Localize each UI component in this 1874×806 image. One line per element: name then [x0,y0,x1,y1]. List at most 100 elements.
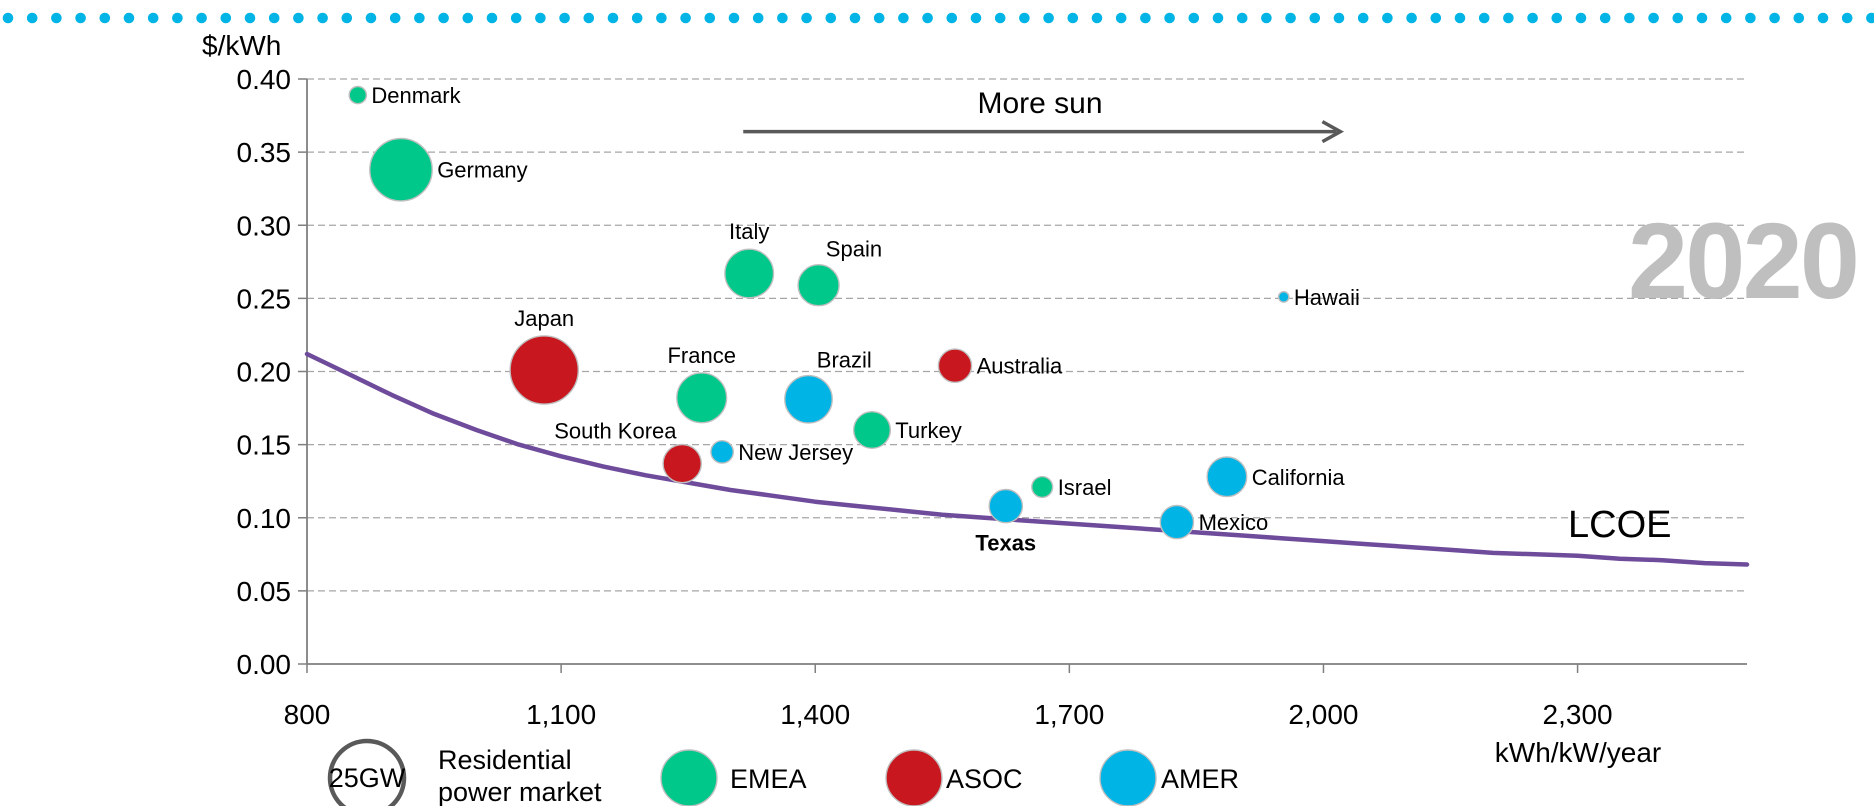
bubble-germany [369,137,433,202]
border-dot [1575,12,1587,24]
border-dot [1091,12,1103,24]
label-texas: Texas [975,531,1036,556]
border-dot [946,12,958,24]
border-dot [1382,12,1393,24]
legend-swatch-emea [660,749,718,806]
y-tick-label: 0.40 [237,64,292,95]
bubble-france [676,372,728,424]
border-dot [1309,12,1321,24]
legend-size-text-line1: Residential [438,745,572,775]
border-dot [752,12,764,24]
border-dot [99,12,111,24]
border-dot [1769,12,1780,24]
x-tick-label: 2,300 [1543,699,1613,730]
bubble-turkey [853,411,892,450]
label-mexico: Mexico [1199,510,1269,535]
border-dot [1236,12,1248,24]
legend-label-emea: EMEA [730,764,807,794]
border-dot [1793,12,1805,24]
legend-size-value: 25GW [329,763,406,793]
legend-swatch-amer [1099,749,1157,806]
x-tick-label: 1,400 [780,699,850,730]
y-tick-label: 0.00 [237,649,292,680]
border-dot [51,12,62,24]
border-dot [1188,12,1200,24]
border-dot [1551,12,1563,24]
more-sun-arrow [743,120,1345,144]
border-dot [365,12,377,24]
label-spain: Spain [826,237,882,262]
border-dot [994,12,1006,24]
x-tick-label: 1,700 [1034,699,1104,730]
border-dot [583,12,595,24]
border-dot [147,12,159,24]
label-south-korea: South Korea [554,419,677,444]
border-dot [898,12,909,24]
label-israel: Israel [1058,475,1112,500]
border-dot [1745,12,1756,24]
border-dot [1261,12,1272,24]
bubble-japan [509,335,580,405]
border-dot [196,12,207,24]
legend-swatch-asoc [885,749,943,806]
border-dot [486,12,498,24]
bubble-spain [797,264,840,307]
label-italy: Italy [729,219,769,244]
arrow-head [1321,120,1345,144]
border-dot [1164,12,1175,24]
y-axis-title: $/kWh [202,30,281,61]
bubble-israel [1031,475,1054,499]
year-label: 2020 [1628,200,1860,321]
label-germany: Germany [437,158,527,183]
y-tick-label: 0.05 [237,576,292,607]
label-turkey: Turkey [895,418,961,443]
border-dot [1696,12,1708,24]
border-dot [1140,12,1151,24]
border-dot [1406,12,1417,24]
border-dot [777,12,788,24]
bubble-italy [724,248,775,299]
y-tick-label: 0.30 [237,210,292,241]
grid-lines [307,78,1747,592]
border-dot [1043,12,1054,24]
border-dot [1430,12,1442,24]
y-tick-label: 0.20 [237,357,292,388]
border-dot [1478,12,1490,24]
x-tick-label: 1,100 [526,699,596,730]
x-tick-label: 2,000 [1288,699,1358,730]
border-dot [220,12,232,24]
border-dot [1212,12,1224,24]
x-axis-title: kWh/kW/year [1495,737,1661,768]
border-dot [1067,12,1079,24]
label-california: California [1252,465,1346,490]
lcoe-curve [304,351,1750,567]
border-dot [1866,12,1874,24]
border-dot [2,12,14,24]
bubble-california [1206,456,1248,498]
border-dot [438,12,449,24]
border-dot [1357,12,1369,24]
border-dot [1115,12,1127,24]
x-tick-label: 800 [284,699,331,730]
y-tick-label: 0.35 [237,137,292,168]
border-dot [704,12,716,24]
border-dot [1841,12,1853,24]
legend-label-asoc: ASOC [946,764,1023,794]
border-dot [510,12,522,24]
border-dot [680,12,691,24]
axes: 0.00 0.05 0.10 0.15 0.20 0.25 0.30 0.35 0.40 800 1… [237,64,1747,730]
bubble-texas [988,488,1024,524]
border-dot [970,12,982,24]
bubble-denmark [348,85,368,105]
border-dot [462,12,474,24]
label-japan: Japan [514,306,574,331]
border-dot [1817,12,1829,24]
y-tick-label: 0.15 [237,430,292,461]
legend-label-amer: AMER [1161,764,1239,794]
border-dot [293,12,304,24]
border-dot [559,12,570,24]
bubble-australia [937,348,973,384]
border-dot [389,12,401,24]
